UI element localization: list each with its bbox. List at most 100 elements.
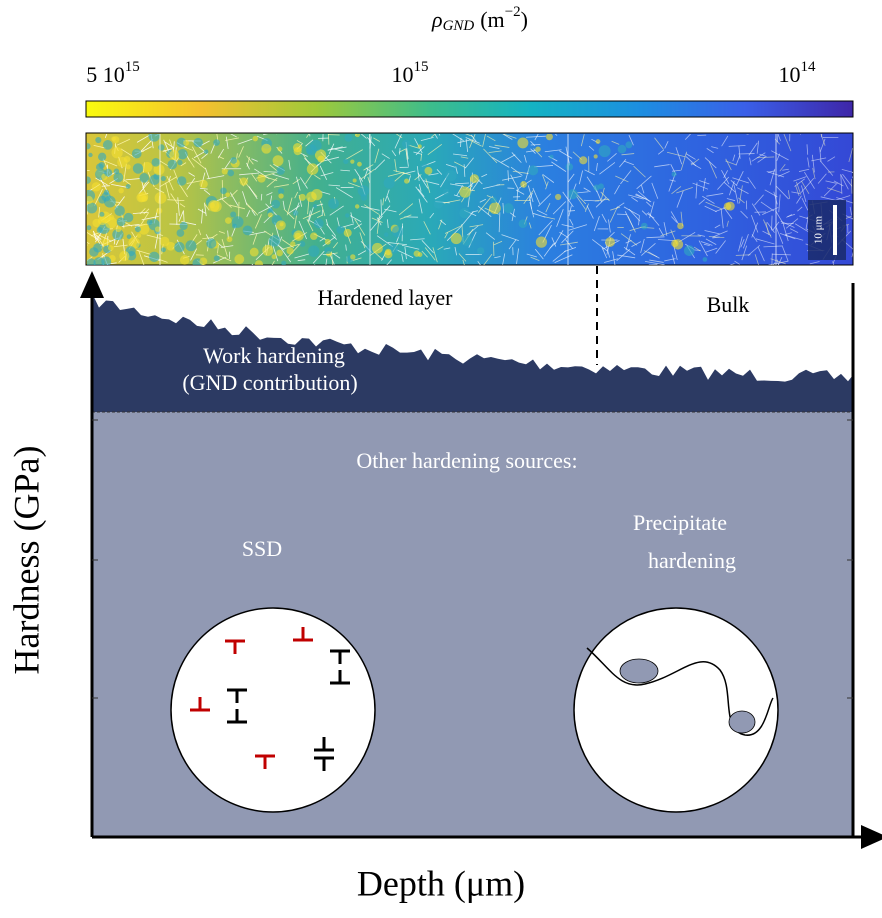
grain-boundary [381,199,382,215]
grain-spot [618,145,627,154]
grain-spot [137,233,142,238]
grain-spot [152,158,161,167]
grain-spot [277,146,282,151]
grain-spot [384,232,388,236]
grain-spot [325,239,331,245]
grain-spot [243,226,253,236]
grain-spot [353,178,357,182]
grain-spot [119,251,129,261]
grain-spot [155,192,167,204]
grain-spot [193,138,202,147]
grain-spot [98,216,107,225]
grain-spot [101,256,111,266]
grain-spot [225,192,230,197]
grain-spot [290,241,295,246]
grain-spot [357,162,362,167]
grain-spot [277,167,285,175]
work-hardening-label: Work hardening [203,343,345,368]
grain-spot [111,147,122,158]
precipitate-label: hardening [648,548,736,573]
gnd-map: 10 μm [76,118,864,278]
grain-spot [149,175,159,185]
colorbar-tick: 1015 [392,59,429,87]
grain-boundary [461,138,462,147]
grain-spot [185,240,196,251]
grain-spot [183,140,189,146]
grain-spot [293,143,302,152]
grain-spot [546,133,553,140]
grain-spot [101,192,110,201]
grain-spot [225,217,232,224]
grain-spot [149,252,159,262]
grain-spot [88,153,92,157]
grain-spot [504,203,514,213]
grain-boundary [853,216,860,219]
grain-spot [177,176,186,185]
grain-spot [566,163,573,170]
grain-spot [293,210,299,216]
grain-spot [158,144,164,150]
grain-spot [555,194,561,200]
grain-spot [253,136,259,142]
grain-spot [605,237,615,247]
grain-spot [276,250,283,257]
grain-spot [99,212,104,217]
grain-spot [459,186,470,197]
figure: ρGND(m−2) 5 1015 1015 1014 10 μm Hardene… [0,0,882,918]
grain-spot [418,144,422,148]
grain-spot [209,202,215,208]
grain-spot [142,162,152,172]
grain-spot [115,226,121,232]
grain-spot [105,217,117,229]
grain-spot [344,134,352,142]
grain-spot [594,154,598,158]
grain-spot [124,156,130,162]
grain-spot [278,193,283,198]
colorbar-tick: 5 1015 [86,59,140,87]
grain-spot [344,229,352,237]
grain-spot [113,172,123,182]
grain-spot [206,238,216,248]
grain-boundary [799,120,800,135]
grain-spot [313,204,317,208]
grain-spot [328,198,339,209]
grain-spot [273,155,284,166]
grain-spot [599,145,611,157]
grain-spot [262,245,273,256]
grain-spot [424,167,432,175]
grain-spot [84,143,90,149]
colorbar-label: ρGND(m−2) [431,4,528,34]
grain-spot [132,149,142,159]
grain-spot [118,188,123,193]
grain-spot [625,141,632,148]
grain-spot [311,189,322,200]
precipitate-circle [574,608,778,812]
grain-spot [95,137,101,143]
grain-spot [268,207,272,211]
grain-spot [358,185,369,196]
grain-spot [111,136,116,141]
grain-spot [89,247,98,256]
grain-spot [261,144,271,154]
grain-spot [307,149,312,154]
x-axis-label: Depth (μm) [357,863,525,903]
colorbar-tick: 1014 [779,59,817,87]
grain-spot [222,168,228,174]
grain-spot [310,232,318,240]
grain-spot [104,169,112,177]
grain-spot [156,208,162,214]
grain-spot [459,208,469,218]
grain-spot [350,254,355,259]
grain-boundary [852,172,864,181]
grain-spot [434,199,443,208]
grain-spot [180,255,190,265]
grain-spot [345,213,349,217]
grain-spot [549,155,553,159]
region-label: Hardened layer [318,285,454,310]
colorbar [86,101,853,117]
grain-spot [641,223,648,230]
grain-spot [384,177,395,188]
grain-spot [147,220,153,226]
y-axis-label: Hardness (GPa) [6,446,46,675]
grain-spot [240,177,248,185]
